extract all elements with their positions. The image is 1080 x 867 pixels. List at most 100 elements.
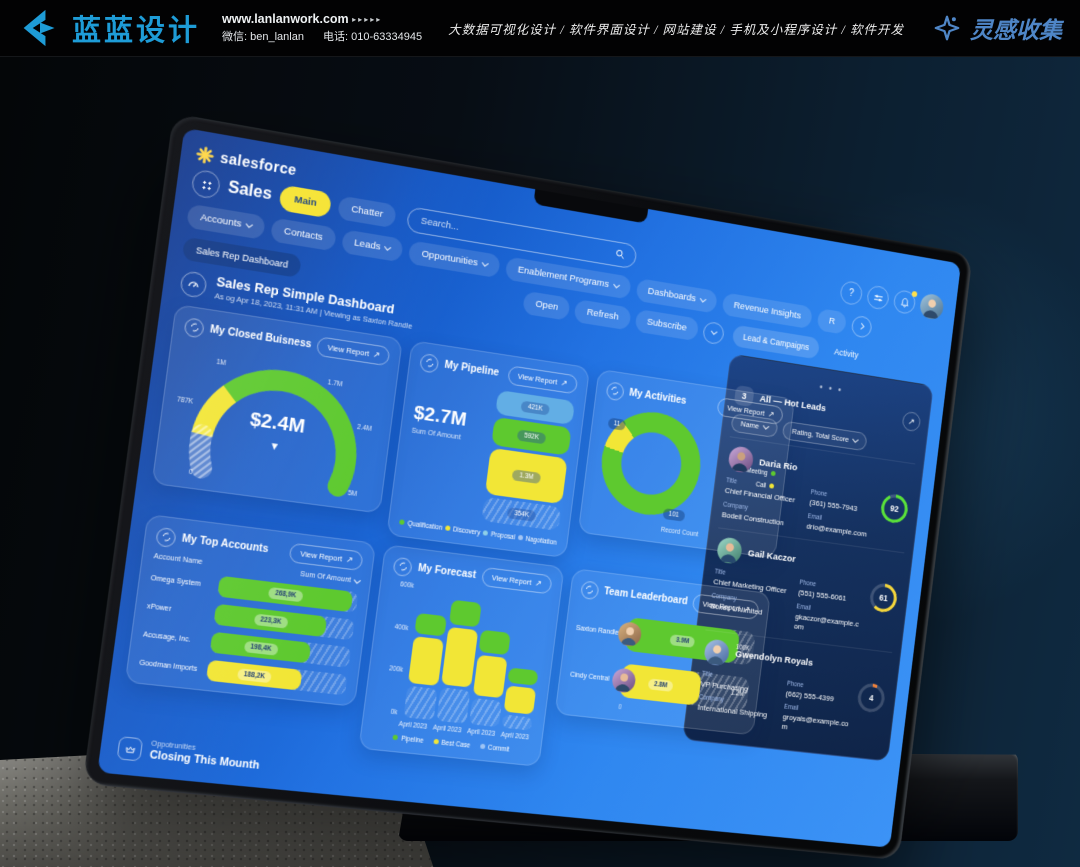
wechat-info: 微信: ben_lanlan [222, 31, 304, 44]
card-my-closed-business: My Closed Buisness View Report ↗ [151, 303, 404, 514]
leaderboard-row: Cindy Central 2.8M 1.2M [568, 658, 751, 712]
services-list: 大数据可视化设计 / 软件界面设计 / 网站建设 / 手机及小程序设计 / 软件… [448, 22, 904, 37]
chevron-down-icon [354, 576, 362, 585]
notifications-button[interactable] [892, 288, 918, 316]
view-report-button[interactable]: View Report ↗ [716, 397, 785, 426]
gauge-tick: 0 [188, 468, 194, 477]
gauge-tick: 1M [215, 358, 227, 368]
card-title: My Pipeline [443, 359, 500, 379]
avatar [715, 536, 744, 566]
inspiration-collect: 灵感收集 [932, 11, 1062, 45]
lanlan-logo-icon [18, 8, 62, 48]
crown-icon [116, 736, 144, 762]
nav-item-more[interactable]: R [816, 308, 848, 335]
chevron-down-icon [852, 436, 859, 444]
app-launcher-button[interactable] [190, 168, 222, 200]
settings-button[interactable] [865, 284, 891, 311]
chevron-down-icon [699, 295, 707, 303]
card-my-top-accounts: My Top Accounts View Report ↗ Account Nam… [124, 513, 377, 707]
nav-item-revenue-insights[interactable]: Revenue Insights [721, 292, 814, 330]
nav-scroll-right-button[interactable] [850, 314, 873, 339]
user-avatar[interactable] [918, 292, 945, 321]
refresh-corner-icon [419, 352, 440, 374]
refresh-corner-icon [155, 526, 177, 548]
view-report-button[interactable]: View Report ↗ [288, 542, 364, 572]
column-account-name[interactable]: Account Name [153, 552, 203, 567]
card-my-forecast: My Forecast View Report ↗ 600k 400k 200k 0k [358, 544, 565, 767]
contact-list-item[interactable]: Gwendolyn Royals Title VP Purchasing Pho… [692, 629, 893, 751]
promo-banner: 蓝蓝设计 www.lanlanwork.com ▸▸▸▸▸ 微信: ben_la… [0, 0, 1080, 57]
card-team-leaderboard: Team Leaderboard View Report ↗ Saxton Ran… [554, 568, 772, 736]
collect-label: 灵感收集 [970, 18, 1062, 43]
avatar [727, 445, 755, 474]
tab-activity[interactable]: Activity [823, 339, 869, 367]
gauge-pointer: ▼ [268, 440, 281, 454]
nav-item-accounts[interactable]: Accounts [186, 203, 266, 240]
arrow-up-right-icon: ↗ [907, 415, 916, 427]
search-icon [614, 248, 625, 259]
laptop: salesforce Sales Main Chatter [82, 113, 973, 861]
legend-dot [517, 534, 524, 541]
score-value: 61 [878, 593, 889, 604]
card-my-pipeline: My Pipeline View Report ↗ $2.7M Sum Of Am… [386, 340, 590, 559]
refresh-corner-icon [605, 380, 625, 401]
nav-item-contacts[interactable]: Contacts [270, 217, 337, 252]
score-value: 4 [868, 692, 874, 703]
view-report-button[interactable]: View Report ↗ [480, 566, 553, 595]
pipeline-funnel: 421K 592K 1.3M 354K [481, 390, 575, 531]
dashboard-gauge-icon [179, 269, 208, 299]
salesforce-dashboard: salesforce Sales Main Chatter [97, 128, 961, 848]
view-report-button[interactable]: View Report ↗ [506, 365, 578, 395]
contact-name: Daria Rio [758, 456, 798, 473]
legend-dot [399, 519, 406, 526]
account-bar: 198,4K [209, 631, 312, 664]
legend-dot [433, 738, 439, 745]
arrow-up-right-icon: ↗ [534, 578, 543, 589]
refresh-corner-icon [392, 556, 414, 577]
chevron-down-icon [245, 220, 254, 229]
app-title: Sales [226, 178, 273, 204]
legend-dot [482, 530, 489, 536]
expand-panel-button[interactable]: ↗ [901, 410, 922, 433]
refresh-corner-icon [579, 579, 600, 600]
open-button[interactable]: Open [522, 290, 572, 321]
brand-name: 蓝蓝设计 [72, 15, 201, 47]
nav-item-leads[interactable]: Leads [340, 229, 405, 263]
arrow-up-right-icon: ↗ [372, 349, 381, 360]
refresh-button[interactable]: Refresh [573, 299, 632, 331]
question-icon: ? [848, 287, 855, 299]
score-ring: 61 [868, 582, 899, 615]
help-button[interactable]: ? [839, 279, 864, 307]
sliders-icon [873, 292, 884, 304]
laptop-bezel: salesforce Sales Main Chatter [82, 113, 973, 861]
score-ring: 92 [879, 492, 910, 525]
phone-info: 电话: 010-63334945 [323, 31, 423, 44]
chevron-down-icon [481, 259, 489, 267]
notification-dot [911, 290, 918, 298]
chevron-down-icon [384, 243, 392, 251]
tab-main[interactable]: Main [278, 183, 333, 219]
arrow-up-right-icon: ↗ [345, 554, 354, 565]
sparkle-figure-icon [934, 15, 960, 41]
website-url[interactable]: www.lanlanwork.com ▸▸▸▸▸ [222, 11, 383, 26]
legend-dot [392, 734, 399, 741]
forecast-bar [501, 667, 539, 731]
subscribe-button[interactable]: Subscribe [634, 308, 700, 342]
column-sum-of-amount[interactable]: Sum Of Amount [300, 571, 362, 585]
legend-dot [479, 743, 486, 750]
closed-business-gauge: 0 787K 1M 1.7M 2.4M 5M $2.4M ▼ [165, 340, 388, 502]
chevron-down-icon [612, 281, 620, 289]
arrow-up-right-icon: ↗ [560, 378, 568, 389]
grid-icon [200, 178, 212, 190]
nav-item-opportunities[interactable]: Opportunities [408, 240, 501, 279]
nav-item-dashboards[interactable]: Dashboards [635, 278, 718, 314]
account-bar: 223,3K [213, 603, 328, 638]
tab-lead-campaigns[interactable]: Lead & Campaigns [731, 324, 821, 360]
salesforce-star-icon [195, 144, 215, 165]
account-bar: 188,2K [205, 659, 303, 691]
bell-icon [899, 296, 910, 308]
more-actions-button[interactable] [702, 320, 726, 345]
avatar [703, 638, 731, 667]
tab-chatter[interactable]: Chatter [337, 195, 397, 228]
legend-dot [444, 525, 451, 531]
